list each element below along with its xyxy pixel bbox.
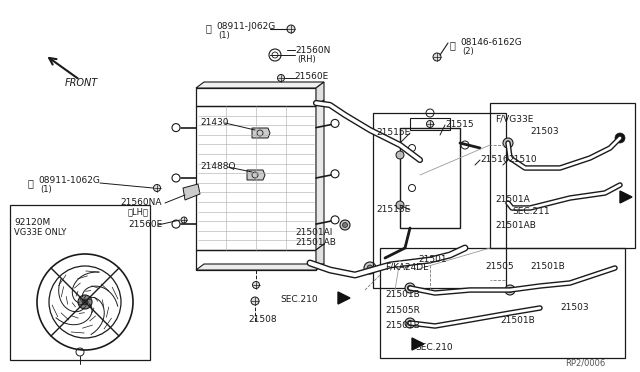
Text: Ⓝ: Ⓝ bbox=[28, 178, 34, 188]
Text: 21503: 21503 bbox=[530, 127, 559, 136]
Circle shape bbox=[503, 138, 513, 148]
Text: 21510: 21510 bbox=[508, 155, 536, 164]
Text: 21501AI: 21501AI bbox=[295, 228, 332, 237]
Circle shape bbox=[408, 285, 413, 291]
Polygon shape bbox=[316, 82, 324, 106]
Text: VG33E ONLY: VG33E ONLY bbox=[14, 228, 67, 237]
Text: (1): (1) bbox=[40, 185, 52, 194]
Text: 21505R: 21505R bbox=[385, 306, 420, 315]
Text: 21488Q: 21488Q bbox=[200, 162, 236, 171]
Text: 21508: 21508 bbox=[248, 315, 276, 324]
Circle shape bbox=[405, 283, 415, 293]
Circle shape bbox=[405, 318, 415, 328]
Circle shape bbox=[408, 321, 413, 326]
Bar bbox=[196, 250, 316, 270]
Text: 21501: 21501 bbox=[418, 255, 447, 264]
Text: (1): (1) bbox=[218, 31, 230, 40]
Polygon shape bbox=[196, 82, 324, 88]
Bar bbox=[196, 106, 316, 250]
Text: 21501B: 21501B bbox=[530, 262, 564, 271]
Text: Ⓑ: Ⓑ bbox=[450, 40, 456, 50]
Bar bbox=[400, 128, 460, 228]
Text: 21560N: 21560N bbox=[295, 46, 330, 55]
Text: (2): (2) bbox=[462, 47, 474, 56]
Circle shape bbox=[396, 201, 404, 209]
Polygon shape bbox=[412, 338, 424, 350]
Polygon shape bbox=[620, 191, 632, 203]
Circle shape bbox=[426, 121, 433, 128]
Circle shape bbox=[78, 295, 92, 309]
Text: F/KA24DE: F/KA24DE bbox=[385, 262, 429, 271]
Polygon shape bbox=[316, 244, 324, 270]
Text: 21516: 21516 bbox=[480, 155, 509, 164]
Polygon shape bbox=[183, 184, 200, 200]
Bar bbox=[410, 118, 450, 130]
Text: 21515E: 21515E bbox=[376, 128, 410, 137]
Text: 21515: 21515 bbox=[445, 120, 474, 129]
Text: 08911-J062G: 08911-J062G bbox=[216, 22, 275, 31]
Polygon shape bbox=[316, 100, 324, 250]
Text: 08911-1062G: 08911-1062G bbox=[38, 176, 100, 185]
Circle shape bbox=[278, 74, 285, 81]
Polygon shape bbox=[247, 170, 265, 180]
Polygon shape bbox=[252, 128, 270, 138]
Text: F/VG33E: F/VG33E bbox=[495, 115, 533, 124]
Text: 21503: 21503 bbox=[560, 303, 589, 312]
Bar bbox=[490, 103, 635, 248]
Bar bbox=[373, 113, 506, 288]
Bar bbox=[10, 205, 150, 360]
Text: 21501AB: 21501AB bbox=[495, 221, 536, 230]
Text: FRONT: FRONT bbox=[65, 78, 99, 88]
Circle shape bbox=[181, 217, 187, 223]
Text: SEC.210: SEC.210 bbox=[415, 343, 452, 352]
Bar bbox=[196, 88, 316, 106]
Circle shape bbox=[340, 220, 350, 230]
Text: 21501B: 21501B bbox=[385, 290, 420, 299]
Bar bbox=[380, 248, 625, 358]
Circle shape bbox=[505, 285, 515, 295]
Circle shape bbox=[396, 151, 404, 159]
Circle shape bbox=[154, 185, 161, 192]
Text: 21560E: 21560E bbox=[128, 220, 163, 229]
Circle shape bbox=[82, 299, 88, 305]
Text: 21560E: 21560E bbox=[294, 72, 328, 81]
Text: 21515E: 21515E bbox=[376, 205, 410, 214]
Circle shape bbox=[433, 53, 441, 61]
Text: 〈LH〉: 〈LH〉 bbox=[128, 207, 149, 216]
Circle shape bbox=[287, 25, 295, 33]
Circle shape bbox=[508, 288, 513, 292]
Circle shape bbox=[367, 265, 373, 271]
Text: 21501AB: 21501AB bbox=[295, 238, 336, 247]
Text: 21505: 21505 bbox=[485, 262, 514, 271]
Circle shape bbox=[253, 282, 259, 289]
Circle shape bbox=[364, 262, 376, 274]
Text: 21501A: 21501A bbox=[495, 195, 530, 204]
Text: (RH): (RH) bbox=[297, 55, 316, 64]
Text: 21501B: 21501B bbox=[385, 321, 420, 330]
Text: 21560NA: 21560NA bbox=[120, 198, 161, 207]
Polygon shape bbox=[196, 264, 324, 270]
Text: SEC.210: SEC.210 bbox=[280, 295, 317, 304]
Polygon shape bbox=[338, 292, 350, 304]
Text: RP2/0006: RP2/0006 bbox=[565, 358, 605, 367]
Circle shape bbox=[251, 297, 259, 305]
Circle shape bbox=[342, 222, 348, 228]
Text: 21501B: 21501B bbox=[500, 316, 535, 325]
Circle shape bbox=[615, 133, 625, 143]
Text: SEC.211: SEC.211 bbox=[512, 207, 550, 216]
Text: 92120M: 92120M bbox=[14, 218, 51, 227]
Text: Ⓝ: Ⓝ bbox=[206, 23, 212, 33]
Text: 08146-6162G: 08146-6162G bbox=[460, 38, 522, 47]
Text: 21430: 21430 bbox=[200, 118, 228, 127]
